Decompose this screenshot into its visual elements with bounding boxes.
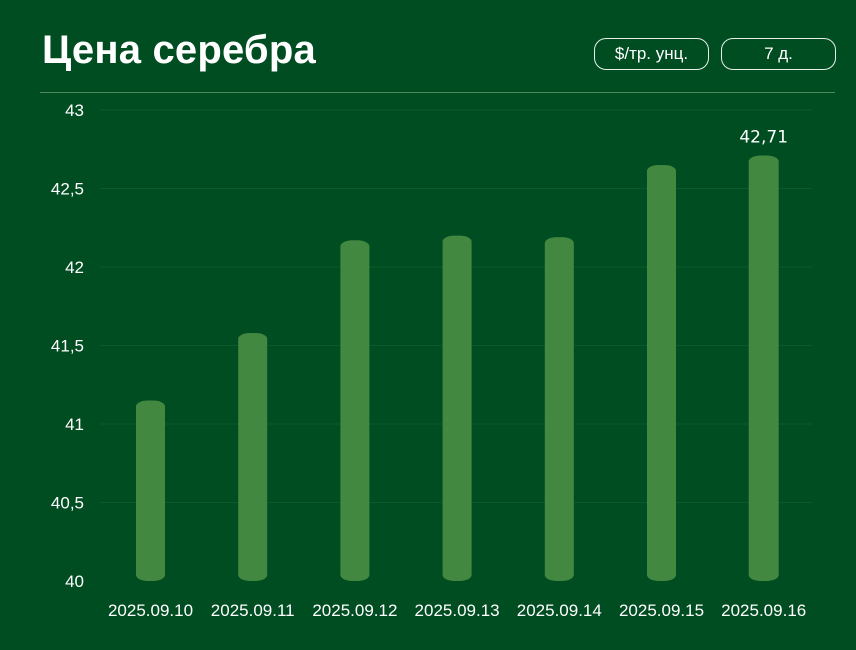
y-tick-label: 40,5 <box>51 494 84 513</box>
y-tick-label: 43 <box>65 101 84 120</box>
bar-2025.09.10[interactable] <box>136 400 165 581</box>
x-tick-label: 2025.09.11 <box>211 601 295 620</box>
y-tick-label: 42 <box>65 258 84 277</box>
bar-2025.09.14[interactable] <box>544 237 574 582</box>
time-range-button[interactable]: 7 д. <box>721 38 836 70</box>
header-divider <box>40 92 835 93</box>
bar-2025.09.13[interactable] <box>442 235 472 581</box>
unit-selector-button[interactable]: $/тр. унц. <box>594 38 709 70</box>
page-title: Цена серебра <box>42 28 316 72</box>
y-tick-label: 41 <box>65 415 84 434</box>
bar-2025.09.15[interactable] <box>647 164 676 581</box>
x-tick-label: 2025.09.10 <box>108 601 193 620</box>
bar-2025.09.11[interactable] <box>238 332 268 581</box>
y-tick-label: 40 <box>65 572 84 591</box>
x-tick-label: 2025.09.16 <box>721 601 806 620</box>
bar-2025.09.16[interactable] <box>748 155 779 581</box>
y-tick-label: 42,5 <box>51 180 84 199</box>
x-tick-label: 2025.09.13 <box>415 601 500 620</box>
x-tick-label: 2025.09.12 <box>312 601 397 620</box>
bar-2025.09.12[interactable] <box>340 240 370 581</box>
y-tick-label: 41,5 <box>51 337 84 356</box>
x-tick-label: 2025.09.15 <box>619 601 704 620</box>
x-tick-label: 2025.09.14 <box>517 601 602 620</box>
data-label: 42,71 <box>739 128 788 148</box>
